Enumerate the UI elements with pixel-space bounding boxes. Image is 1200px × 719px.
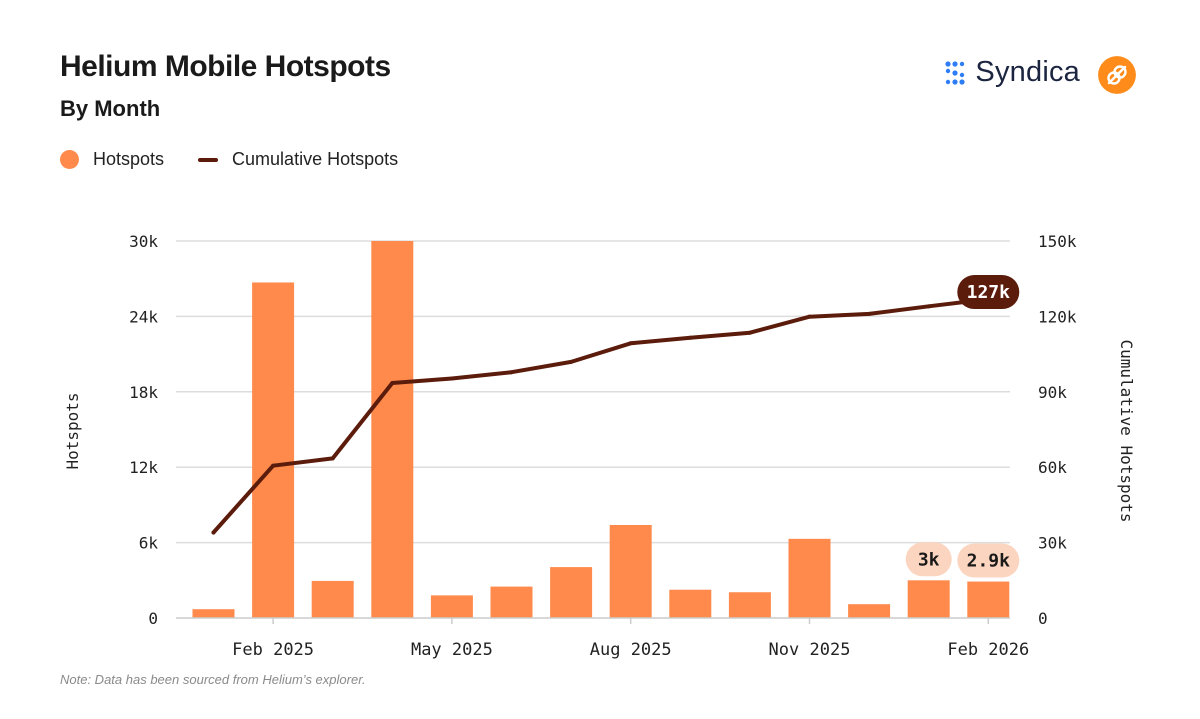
line-point [807, 314, 812, 319]
line-point [867, 311, 872, 316]
y-right-tick-label: 30k [1038, 534, 1067, 553]
x-tick-label: Nov 2025 [769, 640, 851, 660]
value-label-text: 2.9k [967, 551, 1011, 572]
x-tick-label: Feb 2025 [232, 640, 314, 660]
bar-hotspots [609, 525, 652, 618]
value-label-text: 127k [967, 282, 1011, 303]
bar-hotspots [252, 282, 295, 618]
brand-name: Syndica [975, 56, 1080, 88]
line-cumulative-hotspots [211, 297, 991, 535]
y-right-tick-label: 90k [1038, 383, 1067, 402]
value-label-pill [957, 275, 1020, 310]
legend-bar-label: Hotspots [93, 149, 165, 169]
y-right-tick-label: 0 [1038, 609, 1048, 628]
y-left-tick-label: 30k [129, 232, 158, 251]
line-point [688, 335, 693, 340]
x-tick-label: Aug 2025 [590, 640, 672, 660]
legend-line-swatch [198, 157, 219, 162]
bar-hotspots [728, 592, 771, 618]
y-left-tick-label: 6k [139, 534, 159, 553]
bar-hotspots [550, 567, 593, 618]
value-label-text: 3k [918, 549, 940, 570]
x-tick-label: Feb 2026 [947, 640, 1029, 660]
y-right-tick-label: 150k [1038, 232, 1077, 251]
line-point [628, 341, 633, 346]
value-label-pill [905, 542, 952, 577]
x-tick-label: May 2025 [411, 640, 493, 660]
syndica-logo-icon [945, 60, 966, 85]
line-point [271, 463, 276, 468]
line-point [390, 381, 395, 386]
y-left-tick-label: 12k [129, 458, 158, 477]
y-left-tick-label: 0 [148, 609, 158, 628]
line-value-label: 127k [957, 275, 1020, 310]
bar-value-label: 3k [905, 542, 952, 577]
line-point [449, 376, 454, 381]
bar-hotspots [848, 604, 891, 618]
bar-hotspots [371, 241, 414, 618]
bar-value-label: 2.9k [957, 543, 1020, 578]
bar-hotspots [192, 609, 235, 618]
y-left-tick-label: 24k [129, 307, 158, 326]
value-label-pill [957, 543, 1020, 578]
y-axis-right-title: Cumulative Hotspots [1117, 339, 1136, 522]
y-right-tick-label: 120k [1038, 307, 1077, 326]
line-point [330, 456, 335, 461]
line-point [509, 370, 514, 375]
bar-hotspots [669, 589, 712, 618]
brand-logo: Syndica [943, 56, 1080, 89]
y-axis-left-title: Hotspots [63, 392, 82, 469]
line-point [747, 330, 752, 335]
bar-hotspots [430, 595, 473, 618]
y-right-tick-label: 60k [1038, 458, 1067, 477]
line-point [211, 530, 216, 535]
legend-bar-swatch [60, 150, 79, 169]
line-point [569, 359, 574, 364]
bar-hotspots [490, 586, 533, 618]
legend: Hotspots Cumulative Hotspots [60, 149, 398, 170]
bar-hotspots [967, 581, 1010, 618]
line-point [926, 304, 931, 309]
chart-title: Helium Mobile Hotspots [60, 50, 391, 83]
y-left-tick-label: 18k [129, 383, 158, 402]
bar-hotspots [907, 580, 950, 618]
legend-line-label: Cumulative Hotspots [232, 149, 399, 169]
chart-subtitle: By Month [60, 96, 161, 121]
source-note: Note: Data has been sourced from Helium’… [60, 672, 366, 687]
bar-hotspots [311, 580, 354, 618]
helium-logo-icon [1098, 56, 1136, 94]
bar-hotspots [788, 538, 831, 618]
